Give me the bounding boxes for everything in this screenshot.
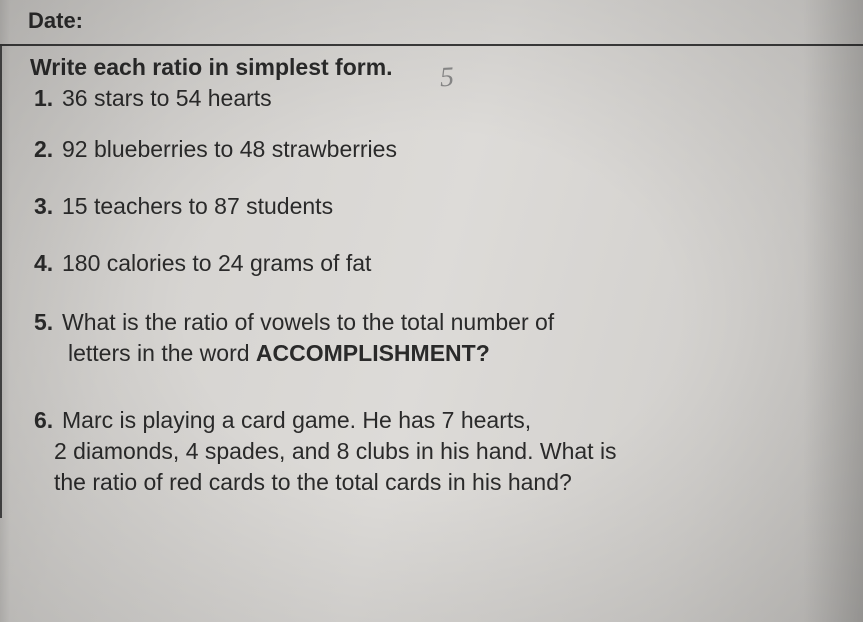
problem-4-number: 4.	[34, 250, 62, 277]
problem-1: 1.36 stars to 54 hearts	[30, 85, 835, 112]
problem-1-number: 1.	[34, 85, 62, 112]
content-area: Write each ratio in simplest form. 1.36 …	[0, 46, 863, 518]
worksheet-page: Date: Write each ratio in simplest form.…	[0, 0, 863, 622]
problem-5-number: 5.	[34, 307, 62, 338]
problem-5-line2a: letters in the word	[34, 340, 256, 366]
problem-3: 3.15 teachers to 87 students	[30, 193, 835, 220]
problem-4-text: 180 calories to 24 grams of fat	[62, 250, 371, 276]
problem-3-number: 3.	[34, 193, 62, 220]
problem-2-text: 92 blueberries to 48 strawberries	[62, 136, 397, 162]
problem-2: 2.92 blueberries to 48 strawberries	[30, 136, 835, 163]
problem-6-line2: 2 diamonds, 4 spades, and 8 clubs in his…	[34, 438, 617, 464]
problem-1-text: 36 stars to 54 hearts	[62, 85, 272, 111]
date-row: Date:	[0, 0, 863, 46]
problem-2-number: 2.	[34, 136, 62, 163]
handwritten-mark: 5	[439, 62, 455, 95]
problem-6-line3: the ratio of red cards to the total card…	[34, 469, 572, 495]
problem-6-line1: Marc is playing a card game. He has 7 he…	[62, 407, 531, 433]
problem-4: 4.180 calories to 24 grams of fat	[30, 250, 835, 277]
instruction-text: Write each ratio in simplest form.	[30, 54, 835, 81]
problem-5-line1: What is the ratio of vowels to the total…	[62, 309, 554, 335]
problem-6: 6.Marc is playing a card game. He has 7 …	[30, 405, 835, 498]
problem-6-number: 6.	[34, 405, 62, 436]
problem-3-text: 15 teachers to 87 students	[62, 193, 333, 219]
problem-5-bold-word: ACCOMPLISHMENT?	[256, 340, 490, 366]
date-label: Date:	[28, 8, 83, 33]
problem-5: 5.What is the ratio of vowels to the tot…	[30, 307, 835, 369]
